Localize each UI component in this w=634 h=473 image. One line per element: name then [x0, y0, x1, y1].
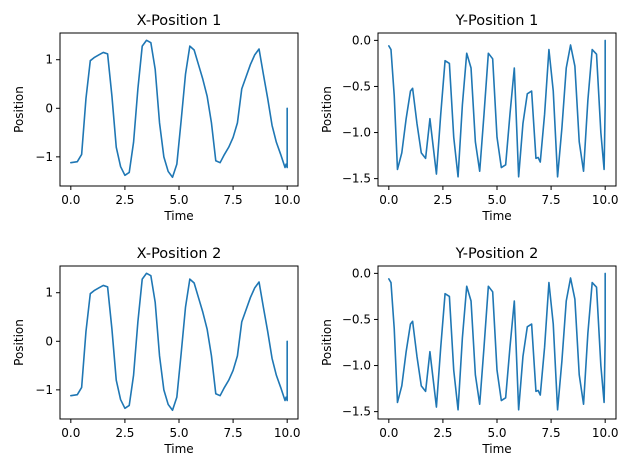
- x-tick-label: 10.0: [274, 426, 301, 440]
- x-axis-label: Time: [163, 442, 193, 456]
- x-axis-label: Time: [163, 209, 193, 223]
- x-tick-label: 5.0: [169, 193, 188, 207]
- x-tick-label: 7.5: [542, 193, 561, 207]
- panel-title: Y-Position 1: [455, 13, 539, 29]
- y-tick-label: 0: [45, 334, 53, 348]
- axes-frame: [377, 265, 617, 420]
- x-tick-label: 10.0: [592, 426, 619, 440]
- x-axis-label: Time: [481, 209, 511, 223]
- y-tick-label: −0.5: [342, 312, 371, 326]
- y-tick-label: −1: [35, 383, 53, 397]
- x-tick-label: 2.5: [115, 193, 134, 207]
- series-line-1: [388, 39, 606, 178]
- y-tick-label: −1.5: [342, 405, 371, 419]
- x-tick-label: 5.0: [169, 426, 188, 440]
- y-tick-label: 1: [45, 53, 53, 67]
- x-tick-label: 7.5: [542, 426, 561, 440]
- y-axis-label: Position: [12, 86, 26, 133]
- series-line-1: [388, 272, 606, 411]
- y-tick-label: 0: [45, 101, 53, 115]
- x-tick-label: 2.5: [115, 426, 134, 440]
- y-tick-label: 1: [45, 286, 53, 300]
- y-tick-label: 0.0: [352, 33, 371, 47]
- x-tick-label: 0.0: [61, 426, 80, 440]
- x-tick-label: 10.0: [274, 193, 301, 207]
- axes-frame: [377, 32, 617, 187]
- y-axis-label: Position: [12, 319, 26, 366]
- y-axis-label: Position: [320, 319, 334, 366]
- x-tick-label: 5.0: [487, 193, 506, 207]
- y-tick-label: 0.0: [352, 266, 371, 280]
- panel-title: X-Position 2: [137, 246, 222, 262]
- x-axis-label: Time: [481, 442, 511, 456]
- x-tick-label: 7.5: [224, 426, 243, 440]
- y-tick-label: −1.0: [342, 126, 371, 140]
- series-line-1: [70, 272, 288, 412]
- panel-title: X-Position 1: [137, 13, 222, 29]
- y-tick-label: −1.5: [342, 172, 371, 186]
- series-line-1: [70, 39, 288, 179]
- panel-y-position-1: Y-Position 1 0.0 2.5 5.0 7.5 10.0 −1.5 −1.0 −0.5…: [320, 13, 619, 223]
- y-tick-label: −1: [35, 150, 53, 164]
- x-tick-label: 0.0: [61, 193, 80, 207]
- y-tick-label: −1.0: [342, 359, 371, 373]
- y-axis-label: Position: [320, 86, 334, 133]
- y-tick-label: −0.5: [342, 79, 371, 93]
- x-tick-label: 10.0: [592, 193, 619, 207]
- x-tick-label: 0.0: [379, 193, 398, 207]
- x-tick-label: 5.0: [487, 426, 506, 440]
- x-tick-label: 2.5: [433, 193, 452, 207]
- panel-x-position-1: X-Position 1 0.0 2.5 5.0 7.5 10.0 −1 0 1 Time Posi…: [12, 13, 301, 223]
- panel-x-position-2: X-Position 2 0.0 2.5 5.0 7.5 10.0 −1 0 1 Time Posi…: [12, 246, 301, 456]
- x-tick-label: 7.5: [224, 193, 243, 207]
- panel-title: Y-Position 2: [455, 246, 539, 262]
- x-tick-label: 0.0: [379, 426, 398, 440]
- panel-y-position-2: Y-Position 2 0.0 2.5 5.0 7.5 10.0 −1.5 −1.0 −0.5…: [320, 246, 619, 456]
- x-tick-label: 2.5: [433, 426, 452, 440]
